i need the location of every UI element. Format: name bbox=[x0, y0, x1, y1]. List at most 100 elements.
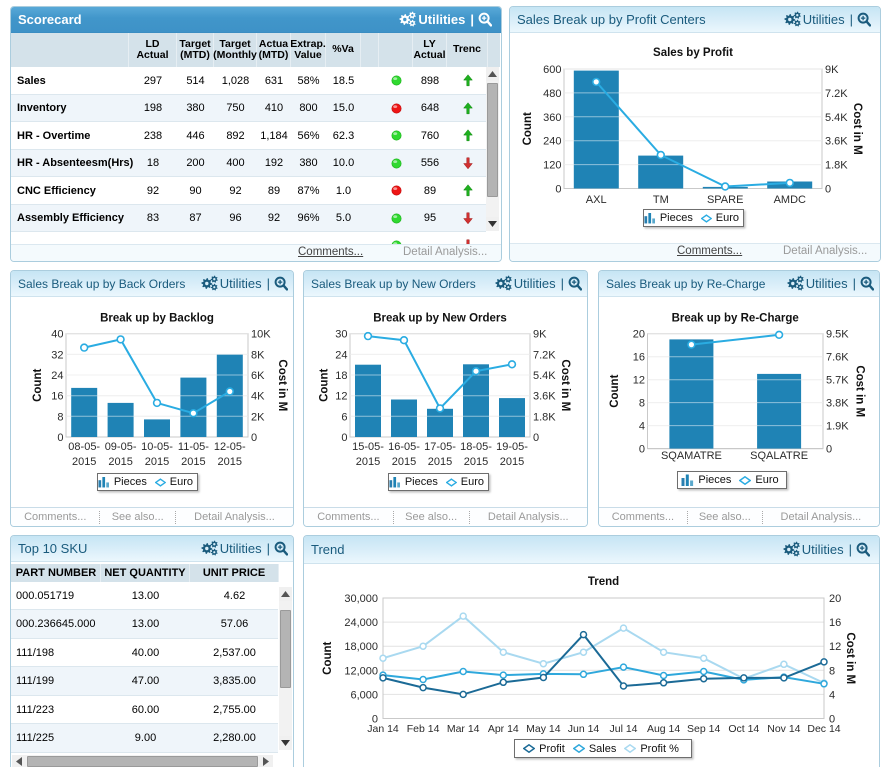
svg-text:18,000: 18,000 bbox=[344, 641, 378, 653]
svg-text:5.4K: 5.4K bbox=[825, 112, 848, 124]
svg-text:0: 0 bbox=[825, 184, 831, 196]
svg-text:Sep 14: Sep 14 bbox=[687, 723, 720, 735]
svg-text:Nov 14: Nov 14 bbox=[767, 723, 800, 735]
svg-text:6,000: 6,000 bbox=[350, 689, 378, 701]
svg-text:10-05-: 10-05- bbox=[141, 441, 173, 453]
svg-text:Break up by New Orders: Break up by New Orders bbox=[373, 313, 507, 325]
svg-text:2015: 2015 bbox=[500, 456, 524, 468]
svg-text:Break up by Backlog: Break up by Backlog bbox=[100, 313, 214, 325]
svg-text:Jan 14: Jan 14 bbox=[367, 723, 399, 735]
svg-text:2015: 2015 bbox=[181, 456, 205, 468]
svg-text:7.2K: 7.2K bbox=[825, 88, 848, 100]
svg-text:1.8K: 1.8K bbox=[533, 411, 556, 423]
svg-text:12: 12 bbox=[633, 375, 645, 387]
svg-text:40: 40 bbox=[51, 329, 63, 341]
svg-text:TM: TM bbox=[653, 194, 669, 206]
svg-text:18: 18 bbox=[335, 370, 347, 382]
svg-text:3.6K: 3.6K bbox=[825, 136, 848, 148]
svg-text:2015: 2015 bbox=[356, 456, 380, 468]
svg-text:16: 16 bbox=[829, 617, 841, 629]
svg-text:24,000: 24,000 bbox=[344, 617, 378, 629]
svg-text:5.4K: 5.4K bbox=[533, 370, 556, 382]
svg-text:4: 4 bbox=[639, 421, 645, 433]
svg-text:Feb 14: Feb 14 bbox=[407, 723, 440, 735]
svg-text:0: 0 bbox=[826, 444, 832, 456]
svg-text:2015: 2015 bbox=[108, 456, 132, 468]
svg-text:2015: 2015 bbox=[72, 456, 96, 468]
svg-text:24: 24 bbox=[335, 349, 347, 361]
svg-text:Count: Count bbox=[319, 369, 331, 402]
svg-text:17-05-: 17-05- bbox=[424, 441, 456, 453]
svg-text:20: 20 bbox=[829, 593, 841, 605]
svg-text:Count: Count bbox=[522, 112, 534, 145]
svg-text:Count: Count bbox=[322, 641, 334, 674]
svg-text:Jul 14: Jul 14 bbox=[609, 723, 637, 735]
svg-text:0: 0 bbox=[533, 432, 539, 444]
svg-text:480: 480 bbox=[543, 88, 561, 100]
svg-text:16: 16 bbox=[633, 352, 645, 364]
svg-text:SQALATRE: SQALATRE bbox=[750, 450, 808, 462]
svg-text:Trend: Trend bbox=[588, 576, 619, 588]
svg-text:Jun 14: Jun 14 bbox=[568, 723, 600, 735]
svg-text:16-05-: 16-05- bbox=[388, 441, 420, 453]
svg-text:2015: 2015 bbox=[464, 456, 488, 468]
svg-text:240: 240 bbox=[543, 136, 561, 148]
svg-text:1.8K: 1.8K bbox=[825, 160, 848, 172]
svg-text:Count: Count bbox=[32, 369, 44, 402]
svg-text:Oct 14: Oct 14 bbox=[728, 723, 759, 735]
svg-text:Dec 14: Dec 14 bbox=[807, 723, 840, 735]
svg-text:3.8K: 3.8K bbox=[826, 398, 849, 410]
svg-text:Cost in M: Cost in M bbox=[844, 632, 856, 684]
svg-text:2015: 2015 bbox=[392, 456, 416, 468]
svg-text:19-05-: 19-05- bbox=[496, 441, 528, 453]
svg-text:0: 0 bbox=[639, 444, 645, 456]
svg-text:30,000: 30,000 bbox=[344, 593, 378, 605]
svg-text:7.6K: 7.6K bbox=[826, 352, 849, 364]
svg-text:18-05-: 18-05- bbox=[460, 441, 492, 453]
svg-text:9K: 9K bbox=[825, 64, 839, 76]
svg-text:0: 0 bbox=[57, 432, 63, 444]
svg-text:08-05-: 08-05- bbox=[68, 441, 100, 453]
svg-text:AXL: AXL bbox=[586, 194, 607, 206]
svg-text:8: 8 bbox=[57, 411, 63, 423]
svg-text:May 14: May 14 bbox=[526, 723, 561, 735]
svg-text:12-05-: 12-05- bbox=[214, 441, 246, 453]
svg-text:12,000: 12,000 bbox=[344, 665, 378, 677]
svg-text:Cost in M: Cost in M bbox=[851, 103, 863, 155]
svg-text:600: 600 bbox=[543, 64, 561, 76]
svg-text:SPARE: SPARE bbox=[707, 194, 743, 206]
svg-text:360: 360 bbox=[543, 112, 561, 124]
svg-text:Cost in M: Cost in M bbox=[854, 365, 866, 417]
svg-text:16: 16 bbox=[51, 391, 63, 403]
svg-text:0: 0 bbox=[341, 432, 347, 444]
svg-text:6: 6 bbox=[341, 411, 347, 423]
svg-text:8K: 8K bbox=[251, 349, 265, 361]
svg-text:Break up by Re-Charge: Break up by Re-Charge bbox=[672, 313, 799, 325]
svg-text:09-05-: 09-05- bbox=[105, 441, 137, 453]
svg-text:0: 0 bbox=[251, 432, 257, 444]
svg-text:5.7K: 5.7K bbox=[826, 375, 849, 387]
svg-text:2K: 2K bbox=[251, 411, 265, 423]
svg-text:120: 120 bbox=[543, 160, 561, 172]
svg-text:10K: 10K bbox=[251, 329, 271, 341]
svg-text:12: 12 bbox=[829, 641, 841, 653]
svg-text:15-05-: 15-05- bbox=[352, 441, 384, 453]
svg-text:0: 0 bbox=[372, 714, 378, 726]
svg-text:2015: 2015 bbox=[145, 456, 169, 468]
svg-text:9.5K: 9.5K bbox=[826, 329, 849, 341]
svg-text:32: 32 bbox=[51, 349, 63, 361]
svg-text:2015: 2015 bbox=[218, 456, 242, 468]
svg-text:Mar 14: Mar 14 bbox=[447, 723, 480, 735]
svg-text:1.9K: 1.9K bbox=[826, 421, 849, 433]
svg-text:8: 8 bbox=[639, 398, 645, 410]
svg-text:0: 0 bbox=[555, 184, 561, 196]
svg-text:Cost in M: Cost in M bbox=[559, 359, 571, 411]
svg-text:8: 8 bbox=[829, 665, 835, 677]
svg-text:AMDC: AMDC bbox=[774, 194, 806, 206]
svg-text:2015: 2015 bbox=[428, 456, 452, 468]
svg-text:20: 20 bbox=[633, 329, 645, 341]
svg-text:4K: 4K bbox=[251, 391, 265, 403]
svg-text:12: 12 bbox=[335, 391, 347, 403]
svg-text:9K: 9K bbox=[533, 329, 547, 341]
svg-text:4: 4 bbox=[829, 689, 835, 701]
